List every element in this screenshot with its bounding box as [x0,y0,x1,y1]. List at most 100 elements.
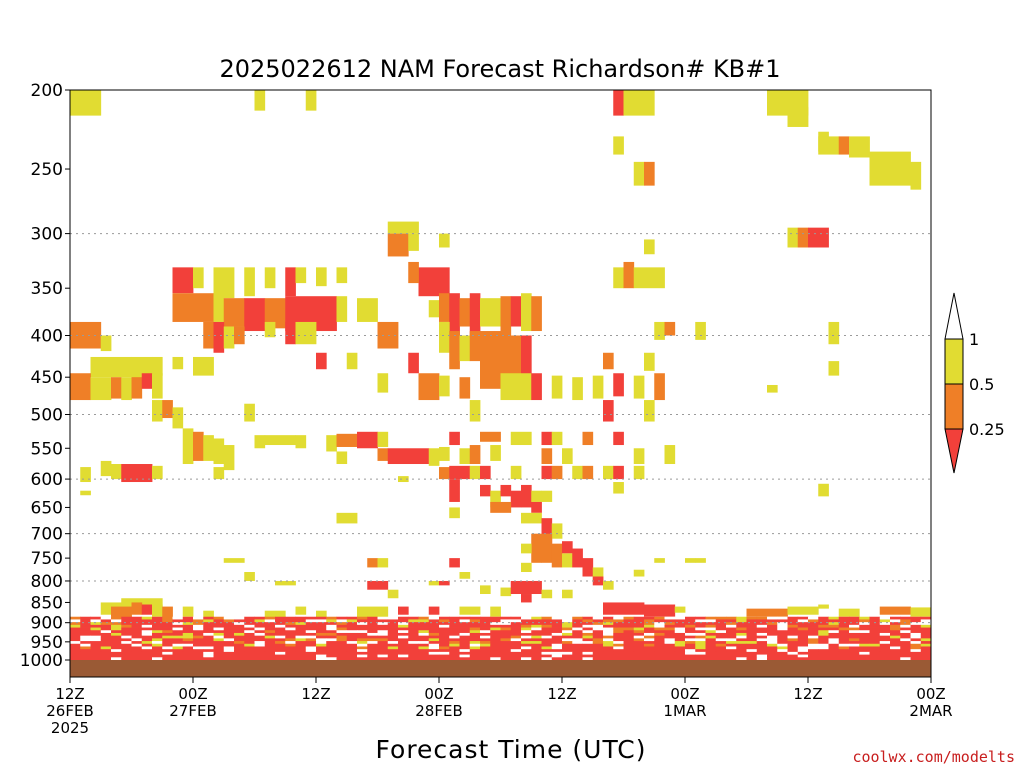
heatmap-cell [357,657,368,661]
heatmap-cell [705,657,717,661]
heatmap-cell [551,627,563,631]
heatmap-cell [111,624,122,628]
heatmap-cell [377,622,389,626]
heatmap-cell [469,400,481,422]
heatmap-cell [346,638,358,642]
heatmap-cell [264,657,276,661]
heatmap-cell [767,627,778,631]
heatmap-cell [152,643,163,647]
heatmap-cell [849,657,860,661]
heatmap-cell [90,654,102,658]
heatmap-cell [500,622,512,626]
heatmap-cell [633,657,645,661]
heatmap-cell [633,465,645,480]
heatmap-cell [480,630,491,634]
heatmap-cell [562,541,573,554]
heatmap-cell [644,161,655,186]
heatmap-cell [295,267,307,284]
heatmap-cell [787,646,799,650]
x-tick-label: 12Z [547,685,576,703]
heatmap-cell [223,643,235,647]
heatmap-cell [398,632,409,637]
heatmap-cell [398,657,409,661]
heatmap-cell [603,602,645,615]
heatmap-cell [439,624,450,628]
heatmap-cell [838,641,850,645]
heatmap-cell [398,627,409,631]
heatmap-cell [746,624,758,628]
heatmap-cell [408,627,419,631]
heatmap-cell [326,635,337,639]
heatmap-cell [121,641,132,645]
heatmap-cell [121,619,132,623]
heatmap-cell [808,227,829,248]
heatmap-cell [695,649,706,653]
heatmap-cell [182,619,194,623]
heatmap-cell [244,622,255,626]
heatmap-cell [592,630,604,634]
heatmap-cell [777,632,788,637]
heatmap-cell [336,616,348,620]
heatmap-cell [162,651,173,655]
heatmap-cell [100,643,112,647]
heatmap-cell [172,407,184,429]
heatmap-cell [613,641,624,645]
heatmap-cell [869,657,881,661]
heatmap-cell [623,651,635,655]
heatmap-cell [808,651,819,655]
heatmap-cell [715,651,727,655]
heatmap-cell [193,632,204,637]
heatmap-cell [531,501,542,513]
heatmap-cell [172,622,184,626]
heatmap-cell [264,643,276,647]
heatmap-cell [756,616,768,620]
heatmap-cell [152,622,163,626]
heatmap-cell [521,657,532,661]
heatmap-cell [910,607,932,617]
heatmap-cell [367,580,389,590]
heatmap-cell [920,632,932,637]
heatmap-cell [336,267,348,284]
heatmap-cell [756,651,768,655]
heatmap-cell [603,616,614,620]
heatmap-cell [910,651,922,655]
x-tick-label: 00Z [424,685,453,703]
heatmap-cell [490,649,501,653]
heatmap-cell [357,619,368,623]
heatmap-cell [480,638,491,642]
heatmap-cell [428,638,440,642]
heatmap-cell [490,646,501,650]
heatmap-cell [592,619,604,623]
heatmap-cell [654,646,665,650]
heatmap-cell [767,651,778,655]
heatmap-cell [890,638,901,642]
heatmap-cell [254,630,266,634]
heatmap-cell [70,651,81,655]
heatmap-cell [111,622,122,626]
heatmap-cell [408,233,419,251]
heatmap-cell [828,321,840,345]
heatmap-cell [326,641,337,645]
heatmap-cell [900,630,911,634]
heatmap-cell [80,635,91,639]
heatmap-cell [654,616,665,620]
x-tick-label: 00Z [670,685,699,703]
heatmap-cell [398,606,409,615]
heatmap-cell [746,638,758,642]
heatmap-cell [203,651,214,655]
heatmap-cell [346,643,358,647]
heatmap-cell [162,635,173,639]
heatmap-cell [254,616,266,620]
colorbar-top-triangle [944,292,964,340]
heatmap-cell [346,352,358,370]
heatmap-cell [879,638,891,642]
heatmap-cell [603,580,614,590]
heatmap-cell [428,649,440,653]
heatmap-cell [100,627,112,631]
heatmap-cell [275,580,296,586]
heatmap-cell [767,654,778,658]
heatmap-cell [131,622,143,626]
heatmap-cell [480,632,491,637]
heatmap-cell [111,649,122,653]
heatmap-cell [674,635,686,639]
